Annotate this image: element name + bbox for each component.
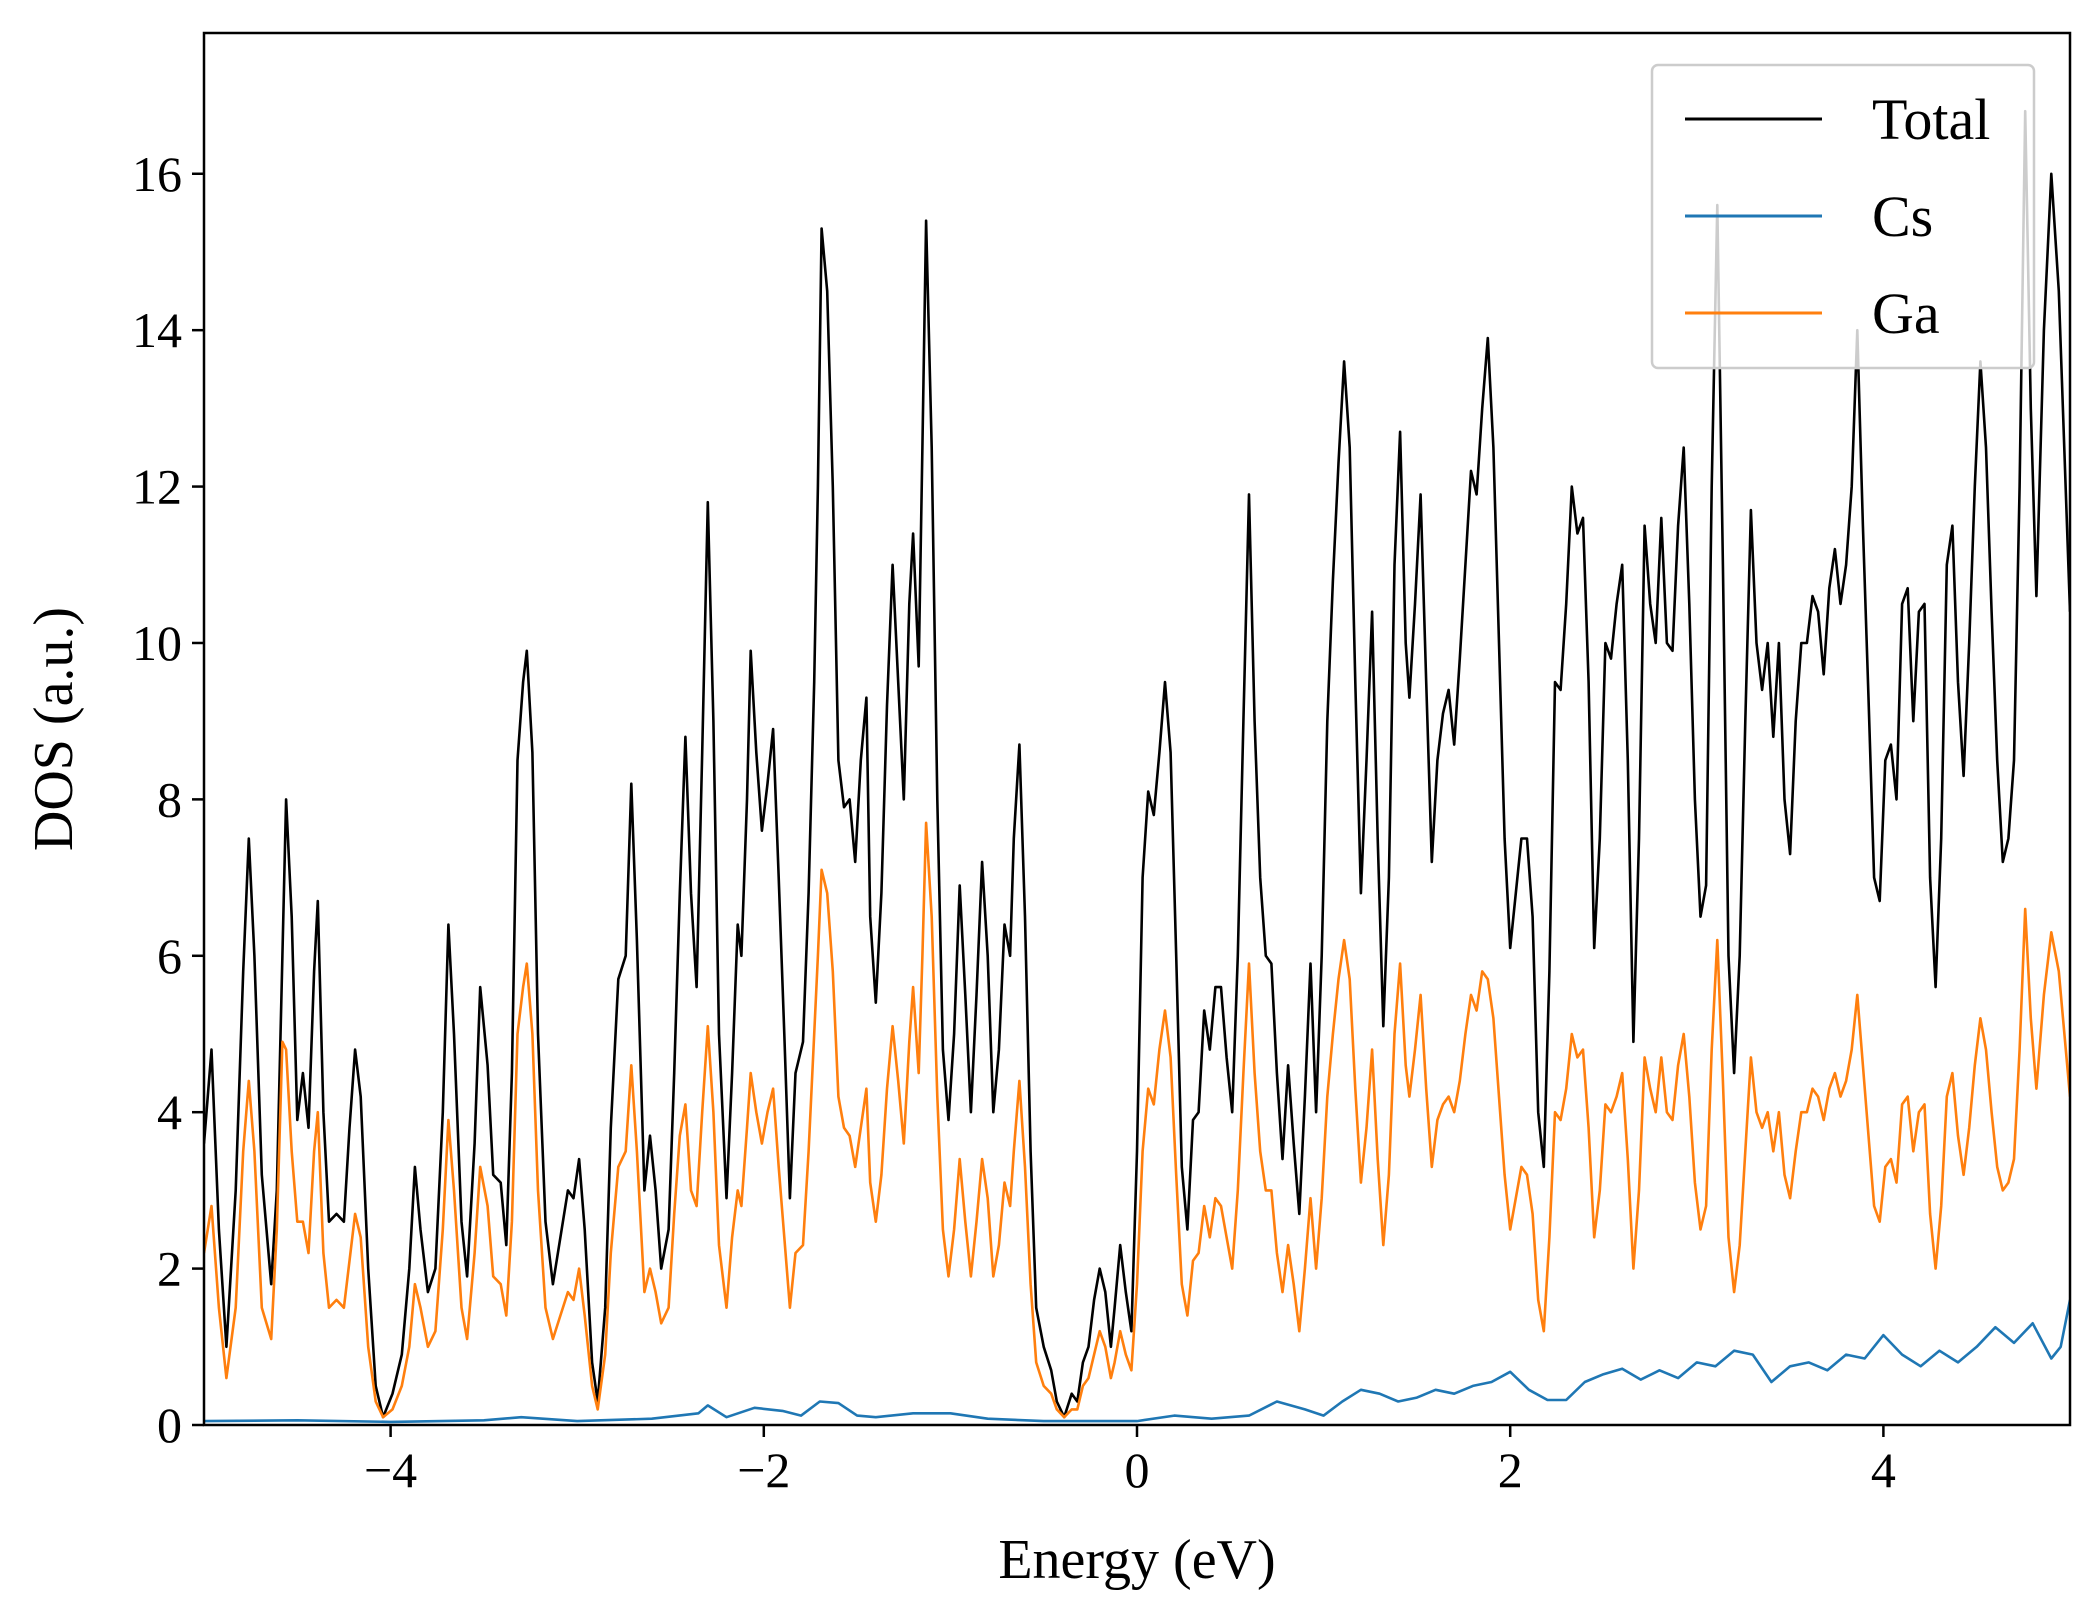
- legend-label-cs: Cs: [1872, 184, 1933, 249]
- y-tick-label: 0: [157, 1397, 182, 1453]
- legend: Total Cs Ga: [1650, 63, 2036, 370]
- y-tick-label: 16: [132, 146, 182, 202]
- y-tick-label: 14: [132, 302, 182, 358]
- series-line-cs: [204, 1299, 2070, 1424]
- y-axis-title: DOS (a.u.): [23, 607, 85, 851]
- y-tick-label: 4: [157, 1084, 182, 1140]
- x-tick-label: 4: [1871, 1442, 1896, 1498]
- y-tick-label: 10: [132, 615, 182, 671]
- series-layer: [204, 109, 2070, 1424]
- x-axis-title: Energy (eV): [998, 1529, 1275, 1591]
- series-line-total: [204, 109, 2070, 1419]
- x-axis: −4 −2 0 2 4: [364, 1425, 1896, 1498]
- legend-label-ga: Ga: [1872, 281, 1940, 346]
- y-tick-label: 12: [132, 459, 182, 515]
- x-tick-label: −2: [737, 1442, 790, 1498]
- y-axis: 0 2 4 6 8 10 12 14 16: [132, 146, 204, 1453]
- y-tick-label: 6: [157, 928, 182, 984]
- y-tick-label: 2: [157, 1241, 182, 1297]
- y-tick-label: 8: [157, 771, 182, 827]
- x-tick-label: −4: [364, 1442, 417, 1498]
- x-tick-label: 2: [1498, 1442, 1523, 1498]
- legend-entries: Total Cs Ga: [1685, 87, 1990, 346]
- series-line-ga: [204, 821, 2070, 1419]
- legend-label-total: Total: [1872, 87, 1990, 152]
- x-tick-label: 0: [1125, 1442, 1150, 1498]
- legend-box: [1650, 63, 2036, 370]
